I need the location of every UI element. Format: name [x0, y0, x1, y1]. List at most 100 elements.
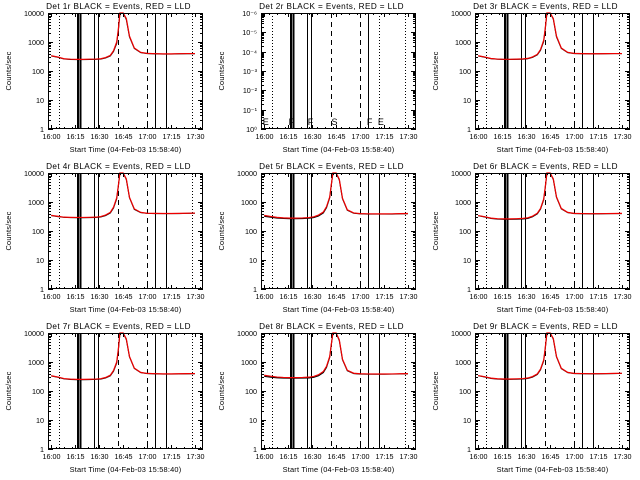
y-tick-label: 10 [463, 96, 471, 105]
x-tick-label: 16:15 [494, 292, 512, 301]
y-axis-label: Counts/sec [431, 371, 440, 410]
y-tick-label: 10000 [451, 329, 471, 338]
plot-frame [48, 13, 203, 129]
plot-panel-det-4: Det 4r BLACK = Events, RED = LLD 16:00 16:… [0, 160, 213, 320]
x-tick-label: 16:45 [115, 292, 133, 301]
x-tick-label: 17:00 [352, 292, 370, 301]
plot-panel-det-1: Det 1r BLACK = Events, RED = LLD 16:00 16:… [0, 0, 213, 160]
plot-panel-det-8: Det 8r BLACK = Events, RED = LLD 16:00 16:… [213, 320, 426, 480]
x-tick-label: 16:00 [470, 452, 488, 461]
panel-title: Det 9r BLACK = Events, RED = LLD [473, 322, 618, 331]
y-axis-label: Counts/sec [431, 51, 440, 90]
x-tick-label: 17:30 [614, 292, 632, 301]
x-tick-label: 17:00 [352, 132, 370, 141]
x-tick-label: 16:45 [542, 452, 560, 461]
y-tick-label: 10000 [24, 169, 44, 178]
panel-title: Det 8r BLACK = Events, RED = LLD [259, 322, 404, 331]
y-tick-label: 10000 [237, 169, 257, 178]
x-tick-label: 17:15 [163, 292, 181, 301]
series-events-line [478, 172, 623, 220]
x-tick-label: 17:15 [376, 132, 394, 141]
panel-title: Det 1r BLACK = Events, RED = LLD [46, 2, 191, 11]
x-tick-label: 16:00 [470, 292, 488, 301]
x-axis-label: Start Time (04-Feb-03 15:58:40) [497, 305, 609, 314]
series-lld-line [478, 172, 623, 220]
x-tick-label: 16:30 [91, 452, 109, 461]
y-tick-label: 10000 [24, 9, 44, 18]
y-tick-label: 1 [253, 445, 257, 454]
x-tick-label: 16:45 [542, 132, 560, 141]
y-tick-label: 10 [249, 256, 257, 265]
x-axis-label: Start Time (04-Feb-03 15:58:40) [497, 465, 609, 474]
x-tick-label: 17:30 [187, 132, 205, 141]
x-tick-label: 17:15 [376, 292, 394, 301]
y-tick-label: 10 [36, 96, 44, 105]
x-tick-label: 17:15 [590, 292, 608, 301]
y-tick-label: 100 [32, 387, 44, 396]
panel-title: Det 6r BLACK = Events, RED = LLD [473, 162, 618, 171]
phase-annotation-E: E [263, 117, 269, 127]
x-tick-label: 16:15 [67, 132, 85, 141]
y-tick-label: 100 [32, 227, 44, 236]
series-lld-line [478, 12, 623, 60]
y-tick-label: 10⁻¹ [243, 106, 258, 115]
x-tick-label: 16:15 [280, 452, 298, 461]
plot-panel-det-6: Det 6r BLACK = Events, RED = LLD 16:00 16:… [427, 160, 640, 320]
y-tick-label: 1000 [28, 358, 44, 367]
y-tick-label: 1000 [28, 38, 44, 47]
y-tick-label: 10000 [451, 169, 471, 178]
y-axis-label: Counts/sec [217, 51, 226, 90]
plot-panel-det-5: Det 5r BLACK = Events, RED = LLD 16:00 16:… [213, 160, 426, 320]
y-axis-label: Counts/sec [4, 51, 13, 90]
y-tick-label: 10 [463, 256, 471, 265]
x-tick-label: 16:00 [470, 132, 488, 141]
series-events-line [51, 172, 196, 219]
y-tick-label: 1000 [455, 38, 471, 47]
y-tick-label: 100 [459, 67, 471, 76]
x-tick-label: 16:30 [518, 292, 536, 301]
y-tick-label: 1 [467, 285, 471, 294]
y-tick-label: 10⁻⁵ [242, 28, 257, 37]
phase-annotation-S: S [331, 117, 337, 127]
plot-frame [261, 333, 416, 449]
x-tick-label: 16:15 [280, 132, 298, 141]
x-tick-label: 16:30 [304, 292, 322, 301]
plot-panel-det-9: Det 9r BLACK = Events, RED = LLD 16:00 16:… [427, 320, 640, 480]
x-tick-label: 17:30 [187, 292, 205, 301]
x-tick-label: 16:45 [328, 292, 346, 301]
x-tick-label: 16:00 [43, 132, 61, 141]
y-axis-label: Counts/sec [431, 211, 440, 250]
x-tick-label: 17:00 [139, 452, 157, 461]
series-lld-line [51, 172, 196, 219]
y-tick-label: 10 [463, 416, 471, 425]
y-tick-label: 100 [459, 387, 471, 396]
series-lld-line [51, 332, 196, 380]
series-lld-line [264, 172, 409, 219]
plot-frame [475, 333, 630, 449]
y-tick-label: 100 [245, 227, 257, 236]
plot-frame [475, 13, 630, 129]
series-events-line [478, 12, 623, 61]
x-tick-label: 17:15 [163, 452, 181, 461]
x-tick-label: 17:00 [139, 132, 157, 141]
y-tick-label: 1 [40, 125, 44, 134]
x-tick-label: 16:00 [256, 292, 274, 301]
series-lld-line [478, 332, 623, 380]
x-tick-label: 16:30 [91, 292, 109, 301]
y-tick-label: 100 [245, 387, 257, 396]
y-tick-label: 10000 [24, 329, 44, 338]
x-tick-label: 16:30 [304, 452, 322, 461]
panel-title: Det 4r BLACK = Events, RED = LLD [46, 162, 191, 171]
x-tick-label: 17:30 [614, 452, 632, 461]
phase-annotation-F: F [367, 117, 373, 127]
x-tick-label: 17:00 [566, 132, 584, 141]
y-tick-label: 1 [467, 125, 471, 134]
x-tick-label: 17:15 [590, 452, 608, 461]
series-events-line [51, 332, 196, 381]
plot-frame [48, 333, 203, 449]
x-tick-label: 16:30 [304, 132, 322, 141]
x-tick-label: 16:30 [91, 132, 109, 141]
plot-frame [475, 173, 630, 289]
y-tick-label: 1000 [241, 358, 257, 367]
